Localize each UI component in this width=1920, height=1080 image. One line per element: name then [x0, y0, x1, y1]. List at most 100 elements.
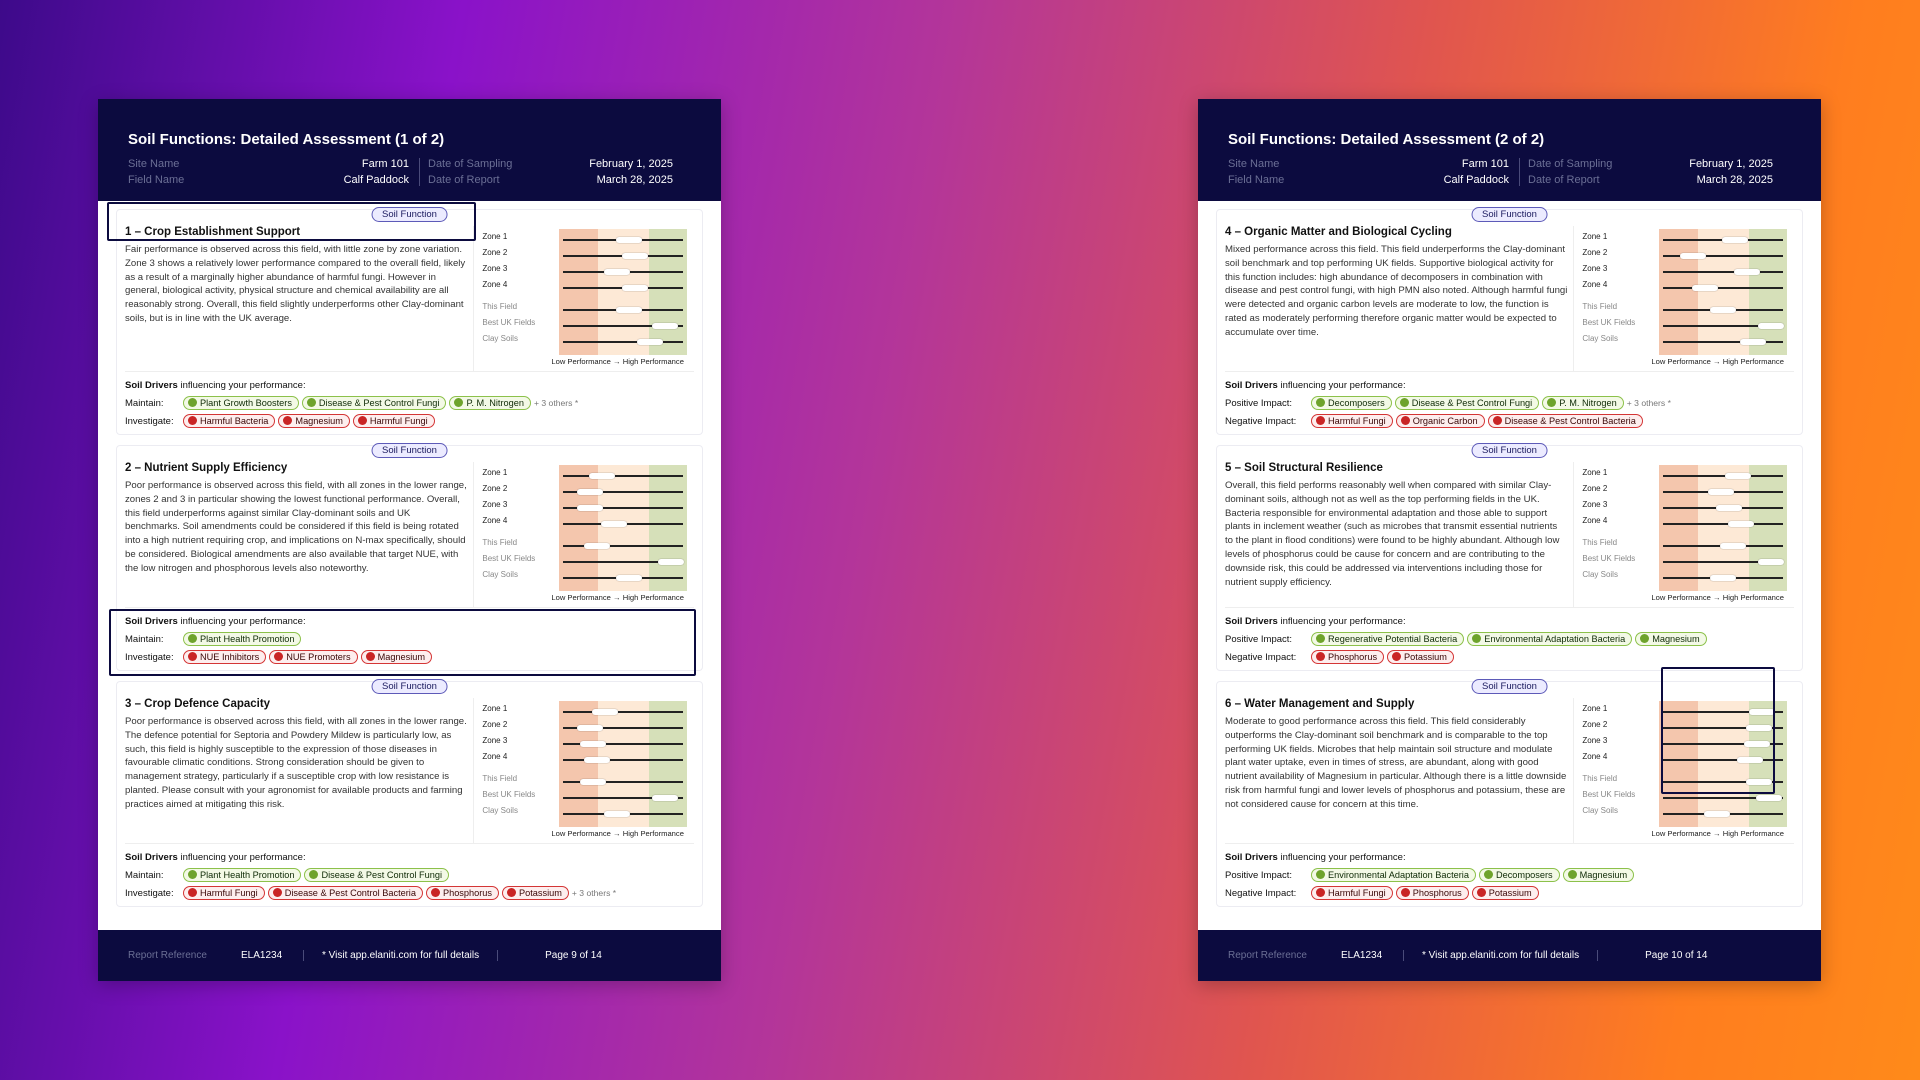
- performance-marker: [592, 709, 619, 715]
- driver-chip[interactable]: Environmental Adaptation Bacteria: [1467, 632, 1633, 646]
- performance-track: [1663, 543, 1784, 549]
- performance-marker: [583, 543, 610, 549]
- performance-marker: [1736, 757, 1763, 763]
- performance-marker: [600, 521, 627, 527]
- driver-chip[interactable]: P. M. Nitrogen: [1542, 396, 1624, 410]
- field-name-value: Calf Paddock: [343, 174, 409, 186]
- performance-marker: [1716, 505, 1743, 511]
- report-page-9: Soil Functions: Detailed Assessment (1 o…: [98, 99, 721, 981]
- benchmark-label: Best UK Fields: [482, 318, 536, 327]
- driver-chip[interactable]: Plant Growth Boosters: [183, 396, 299, 410]
- negative-driver-icon: [274, 652, 284, 661]
- positive-driver-icon: [188, 398, 197, 407]
- more-drivers-text[interactable]: + 3 others *: [571, 888, 617, 898]
- driver-row-label: Maintain:: [125, 397, 164, 409]
- card-description: Overall, this field performs reasonably …: [1225, 480, 1560, 588]
- performance-marker: [1704, 811, 1731, 817]
- zone-label: Zone 1: [1582, 704, 1608, 713]
- driver-chip[interactable]: Potassium: [502, 886, 569, 900]
- positive-driver-icon: [454, 398, 464, 407]
- driver-chip[interactable]: Disease & Pest Control Fungi: [1394, 396, 1540, 410]
- driver-chip[interactable]: Decomposers: [1311, 396, 1392, 410]
- mid-band: [1697, 701, 1749, 827]
- performance-track: [563, 811, 684, 817]
- driver-chip[interactable]: P. M. Nitrogen: [449, 396, 531, 410]
- driver-chip[interactable]: Harmful Bacteria: [183, 414, 276, 428]
- driver-chip[interactable]: Harmful Fungi: [1311, 886, 1393, 900]
- driver-chip[interactable]: Potassium: [1471, 886, 1539, 900]
- driver-chip[interactable]: Harmful Fungi: [183, 886, 265, 900]
- positive-driver-icon: [1640, 634, 1650, 643]
- benchmark-label: This Field: [1582, 538, 1618, 547]
- driver-chip-label: Potassium: [519, 888, 562, 898]
- performance-track: [1663, 307, 1784, 313]
- performance-track: [1663, 795, 1784, 801]
- driver-chip[interactable]: Potassium: [1387, 650, 1454, 664]
- driver-chip-label: Disease & Pest Control Bacteria: [284, 888, 416, 898]
- driver-chip[interactable]: Environmental Adaptation Bacteria: [1311, 868, 1476, 882]
- benchmark-label: Best UK Fields: [482, 554, 536, 563]
- driver-chip[interactable]: Plant Health Promotion: [183, 632, 302, 646]
- driver-chip[interactable]: Decomposers: [1478, 868, 1560, 882]
- driver-chip[interactable]: Disease & Pest Control Bacteria: [267, 886, 423, 900]
- driver-row-label: Investigate:: [125, 887, 174, 899]
- card-top: 6 – Water Management and Supply Moderate …: [1225, 698, 1794, 843]
- benchmark-label: Clay Soils: [482, 806, 518, 815]
- positive-driver-icon: [1547, 398, 1557, 407]
- performance-track: [563, 521, 684, 527]
- driver-chip[interactable]: Harmful Fungi: [352, 414, 435, 428]
- more-drivers-text[interactable]: + 3 others *: [533, 398, 579, 408]
- driver-chip-label: Disease & Pest Control Fungi: [1411, 398, 1533, 408]
- card-title: 6 – Water Management and Supply: [1225, 698, 1415, 710]
- negative-driver-icon: [188, 416, 197, 425]
- driver-chip[interactable]: Disease & Pest Control Fungi: [304, 868, 449, 882]
- visit-link[interactable]: * Visit app.elaniti.com for full details: [1403, 950, 1599, 961]
- positive-driver-icon: [188, 870, 197, 879]
- low-band: [1659, 701, 1698, 827]
- date-report-value: March 28, 2025: [1696, 174, 1773, 186]
- soil-function-card: Soil Function 1 – Crop Establishment Supp…: [116, 207, 703, 435]
- benchmark-label: Clay Soils: [482, 334, 518, 343]
- driver-row: Positive Impact: Regenerative Potential B…: [1225, 632, 1794, 646]
- driver-chip[interactable]: Magnesium: [1635, 632, 1707, 646]
- chart-row-labels: Zone 1 Zone 2 Zone 3 Zone 4 This Field Best U…: [1582, 232, 1635, 350]
- negative-driver-icon: [1392, 652, 1402, 661]
- page-title: Soil Functions: Detailed Assessment (1 o…: [128, 131, 445, 148]
- performance-marker: [1758, 323, 1785, 329]
- driver-chip[interactable]: NUE Inhibitors: [183, 650, 267, 664]
- soil-function-tag: Soil Function: [1471, 679, 1548, 694]
- visit-link[interactable]: * Visit app.elaniti.com for full details: [303, 950, 499, 961]
- performance-track: [1663, 253, 1784, 259]
- performance-track: [563, 489, 684, 495]
- field-name-value: Calf Paddock: [1443, 174, 1509, 186]
- driver-chip[interactable]: Magnesium: [278, 414, 350, 428]
- high-band: [648, 229, 688, 355]
- negative-driver-icon: [188, 652, 197, 661]
- soil-drivers: Soil Drivers influencing your performanc…: [1225, 371, 1794, 428]
- driver-chip[interactable]: Magnesium: [1562, 868, 1635, 882]
- performance-track: [1663, 285, 1784, 291]
- card-text: 3 – Crop Defence Capacity Poor performanc…: [125, 698, 475, 843]
- performance-marker: [1710, 575, 1737, 581]
- performance-track: [563, 339, 684, 345]
- soil-drivers: Soil Drivers influencing your performanc…: [125, 607, 694, 664]
- soil-drivers: Soil Drivers influencing your performanc…: [125, 371, 694, 428]
- driver-chip[interactable]: Organic Carbon: [1395, 414, 1485, 428]
- performance-chart: Zone 1 Zone 2 Zone 3 Zone 4 This Field Best U…: [1574, 462, 1794, 607]
- card-title: 5 – Soil Structural Resilience: [1225, 462, 1383, 474]
- driver-chip[interactable]: Phosphorus: [1311, 650, 1385, 664]
- more-drivers-text[interactable]: + 3 others *: [1626, 398, 1671, 408]
- driver-chip[interactable]: Phosphorus: [1395, 886, 1469, 900]
- meta-labels-left: Site Name Field Name: [128, 158, 250, 186]
- performance-track: [563, 237, 684, 243]
- driver-chip[interactable]: Phosphorus: [425, 886, 499, 900]
- positive-driver-icon: [1483, 870, 1493, 879]
- driver-chip[interactable]: Plant Health Promotion: [183, 868, 302, 882]
- driver-chip[interactable]: Magnesium: [360, 650, 433, 664]
- driver-chip[interactable]: Harmful Fungi: [1311, 414, 1393, 428]
- performance-marker: [1692, 285, 1719, 291]
- driver-chip[interactable]: Disease & Pest Control Bacteria: [1487, 414, 1643, 428]
- driver-chip[interactable]: Disease & Pest Control Fungi: [301, 396, 447, 410]
- driver-chip[interactable]: NUE Promoters: [269, 650, 358, 664]
- driver-chip[interactable]: Regenerative Potential Bacteria: [1311, 632, 1465, 646]
